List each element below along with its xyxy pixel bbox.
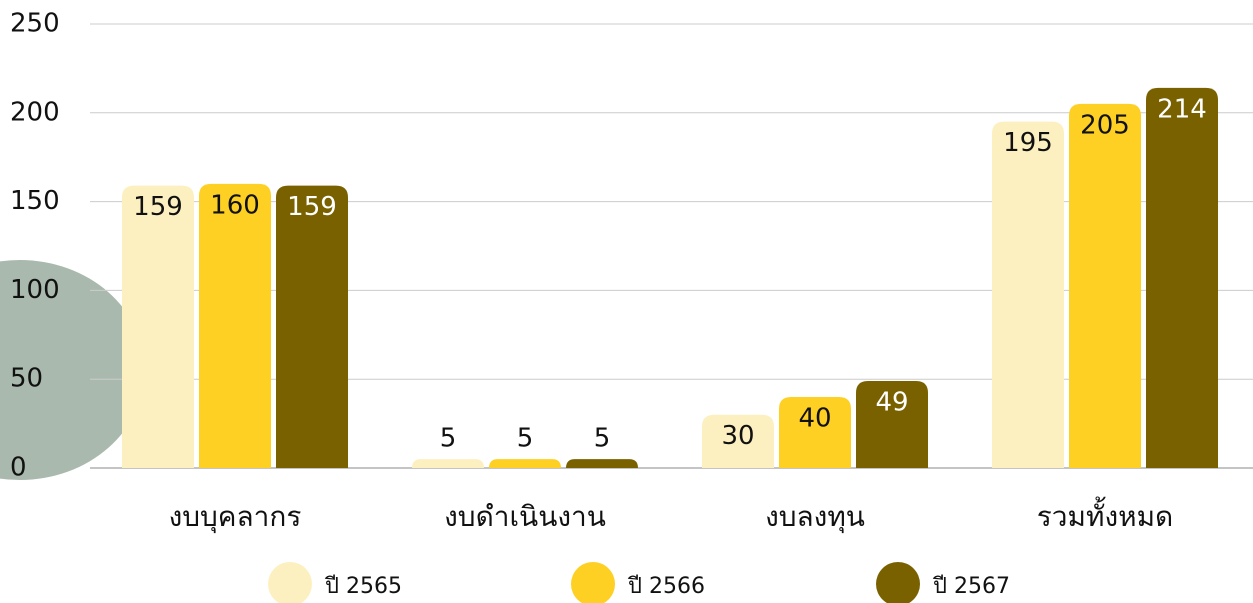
value-label: 205	[1080, 110, 1130, 140]
bar	[199, 183, 271, 468]
value-label: 159	[287, 192, 337, 222]
legend-label: ปี 2565	[324, 574, 402, 599]
value-label: 214	[1157, 94, 1207, 124]
value-label: 40	[798, 403, 831, 433]
value-label: 5	[594, 424, 611, 454]
x-tick-label: รวมทั้งหมด	[1037, 496, 1173, 533]
x-tick-label: งบลงทุน	[765, 500, 865, 534]
value-label: 30	[721, 421, 754, 451]
y-tick-label: 200	[10, 97, 60, 127]
y-tick-label: 250	[10, 9, 60, 39]
y-tick-label: 50	[10, 364, 43, 394]
value-label: 160	[210, 190, 260, 220]
bar	[856, 380, 928, 468]
value-label: 195	[1003, 128, 1053, 158]
bar	[566, 459, 638, 468]
legend-marker	[876, 562, 920, 603]
decoration	[0, 260, 145, 480]
bar	[702, 414, 774, 468]
bar	[489, 459, 561, 468]
bar	[1146, 87, 1218, 468]
bar	[122, 185, 194, 468]
value-label: 5	[517, 424, 534, 454]
bar	[992, 121, 1064, 469]
y-tick-label: 100	[10, 275, 60, 305]
y-tick-label: 150	[10, 186, 60, 216]
value-label: 5	[440, 424, 457, 454]
bar	[412, 459, 484, 468]
y-tick-label: 0	[10, 453, 27, 483]
x-tick-label: งบดำเนินงาน	[444, 500, 606, 533]
legend-label: ปี 2567	[932, 574, 1010, 599]
bar	[1069, 103, 1141, 469]
bar	[276, 185, 348, 468]
value-label: 49	[875, 387, 908, 417]
x-tick-label: งบบุคลากร	[169, 500, 302, 534]
value-label: 159	[133, 192, 183, 222]
bar	[779, 396, 851, 468]
legend-label: ปี 2566	[627, 574, 705, 599]
legend-marker	[571, 562, 615, 603]
legend-marker	[268, 562, 312, 603]
